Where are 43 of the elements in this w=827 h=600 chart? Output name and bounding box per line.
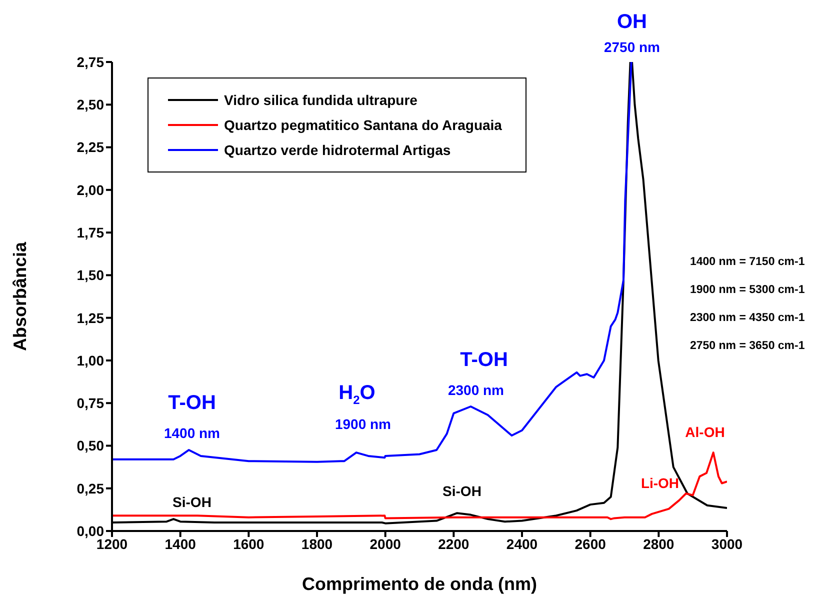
annotation: 2750 nm = 3650 cm-1 xyxy=(690,340,806,352)
legend-label: Quartzo pegmatitico Santana do Araguaia xyxy=(224,117,502,133)
y-tick-label: 2,75 xyxy=(76,54,104,70)
x-tick-label: 1800 xyxy=(301,536,333,552)
y-tick-label: 1,75 xyxy=(76,224,104,241)
y-tick-label: 2,50 xyxy=(76,96,104,113)
annotation: H$_{2}$O xyxy=(338,382,376,407)
annotation: T-OH xyxy=(168,392,216,414)
annotation: 1400 nm xyxy=(164,425,220,441)
y-tick-label: 1,25 xyxy=(76,310,104,326)
annotation: Si-OH xyxy=(172,494,212,510)
y-tick-label: 0,75 xyxy=(76,395,104,412)
annotation: T-OH xyxy=(460,349,508,371)
x-tick-label: 2000 xyxy=(370,536,402,552)
line-series xyxy=(112,62,632,463)
annotation: 1900 nm = 5300 cm-1 xyxy=(690,284,806,296)
line-series xyxy=(112,452,727,520)
annotation: Si-OH xyxy=(442,483,482,499)
legend-label: Quartzo verde hidrotermal Artigas xyxy=(224,142,451,158)
y-tick-label: 1,00 xyxy=(76,352,104,368)
annotation: 2300 nm xyxy=(448,382,504,398)
text: OH xyxy=(617,11,647,33)
y-tick-label: 2,25 xyxy=(76,139,104,156)
text: 2750 nm xyxy=(604,39,660,55)
annotation: Li-OH xyxy=(640,475,680,491)
x-tick-label: 2600 xyxy=(574,536,606,552)
y-tick-label: 1,50 xyxy=(76,267,104,284)
y-axis-title: Absorbância xyxy=(10,241,30,352)
x-tick-label: 1400 xyxy=(164,536,196,552)
annotation: Al-OH xyxy=(685,424,725,440)
y-tick-label: 2,00 xyxy=(76,182,104,198)
y-tick-label: 0,50 xyxy=(76,438,104,454)
x-tick-label: 3000 xyxy=(711,536,743,552)
x-tick-label: 2200 xyxy=(438,536,470,552)
x-tick-label: 2800 xyxy=(643,536,674,552)
x-axis-title: Comprimento de onda (nm) xyxy=(302,574,537,594)
legend-label: Vidro silica fundida ultrapure xyxy=(224,92,418,108)
annotation: 2300 nm = 4350 cm-1 xyxy=(690,312,806,324)
annotation: 1400 nm = 7150 cm-1 xyxy=(690,256,806,268)
x-tick-label: 1600 xyxy=(233,536,264,552)
x-tick-label: 2400 xyxy=(506,536,538,552)
y-tick-label: 0,25 xyxy=(76,480,104,496)
annotation: 1900 nm xyxy=(334,416,392,432)
